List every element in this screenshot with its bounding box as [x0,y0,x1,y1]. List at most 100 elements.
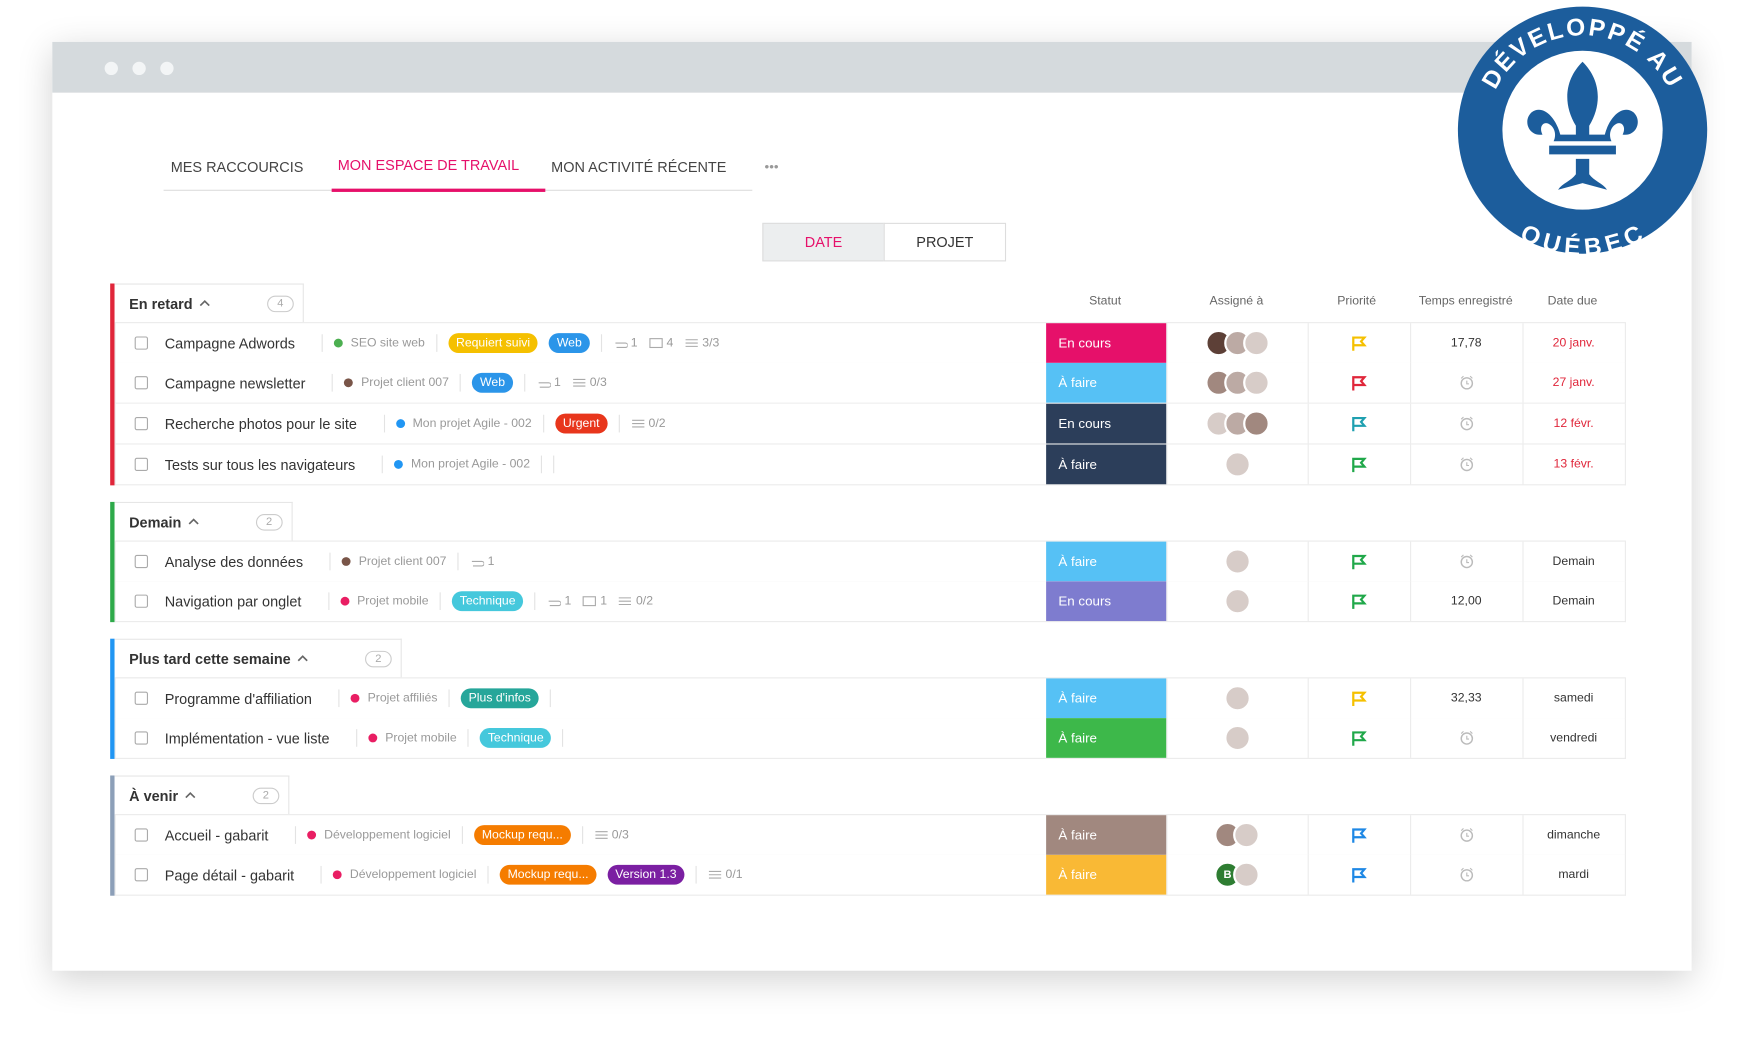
checkbox[interactable] [134,554,149,569]
status[interactable]: À faire [1046,444,1167,485]
project-name: Mon projet Agile - 002 [410,457,531,472]
group-header[interactable]: Plus tard cette semaine 2 [114,638,402,679]
task-info: Programme d'affiliation Projet affiliés Pl… [165,678,551,718]
cell-divider [1410,815,1412,855]
project: Développement logiciel [333,868,476,881]
task-row[interactable]: Implémentation - vue liste Projet mobile T… [114,718,1626,759]
group-header[interactable]: En retard 4 [114,283,304,324]
toggle-button[interactable]: PROJET [883,222,1007,262]
task-row[interactable]: Programme d'affiliation Projet affiliés Pl… [114,677,1626,720]
more-tabs[interactable]: ••• [764,158,779,175]
tag[interactable]: Plus d'infos [460,688,539,709]
task-row[interactable]: Campagne Adwords SEO site web Requiert sui… [114,322,1626,365]
status[interactable]: À faire [1046,854,1167,895]
column-header: Priorité [1337,294,1377,308]
project: Développement logiciel [307,828,451,842]
cell-divider [1410,581,1412,622]
status[interactable]: En cours [1046,403,1167,444]
checkbox[interactable] [134,336,149,350]
checkbox[interactable] [134,828,149,842]
task-row[interactable]: Campagne newsletter Projet client 007 Web 1… [114,362,1626,404]
project-name: Projet affiliés [367,691,438,705]
cell-divider [1166,581,1168,622]
task-row[interactable]: Tests sur tous les navigateurs Mon projet… [114,444,1626,486]
window-dot [132,61,146,76]
cell-divider [1166,854,1168,895]
status[interactable]: À faire [1046,815,1167,855]
checkbox[interactable] [134,731,149,745]
priority [1308,678,1410,718]
task-name: Programme d'affiliation [164,689,312,707]
task-info: Page détail - gabarit Développement logic… [165,855,743,895]
time [1410,445,1522,485]
checkbox[interactable] [134,457,149,472]
tab[interactable]: MES RACCOURCIS [170,158,304,176]
separator [553,455,555,474]
project: Projet client 007 [342,555,446,568]
avatar[interactable] [1223,451,1251,478]
meta-attachments: 1 [613,336,638,350]
tab[interactable]: MON ACTIVITÉ RÉCENTE [551,158,727,176]
tag[interactable]: Web [549,333,590,353]
cell-divider [1166,403,1168,444]
group-header[interactable]: À venir 2 [114,775,289,816]
separator [549,689,551,708]
avatar[interactable] [1223,685,1251,712]
status[interactable]: À faire [1046,678,1167,719]
checkbox[interactable] [134,691,149,705]
status[interactable]: En cours [1046,323,1167,363]
checkbox[interactable] [134,376,149,390]
assignees [1166,404,1307,444]
tag[interactable]: Web [472,372,513,393]
checkbox[interactable] [134,868,149,882]
project: Projet mobile [340,595,429,608]
avatar[interactable] [1242,329,1270,357]
alarm-icon [1459,828,1473,842]
avatar[interactable] [1233,861,1260,888]
meta-value: 1 [553,376,561,390]
group-header[interactable]: Demain 2 [114,501,293,542]
avatar[interactable] [1223,587,1251,615]
toggle-button[interactable]: DATE [762,222,885,262]
avatar[interactable] [1233,821,1260,849]
avatar[interactable] [1242,369,1270,397]
separator [461,826,463,844]
tag[interactable]: Requiert suivi [448,333,538,353]
status[interactable]: À faire [1046,541,1167,582]
priority [1308,718,1410,758]
group-title: À venir [129,787,179,804]
priority [1308,815,1410,855]
avatar[interactable] [1223,724,1251,752]
separator [321,334,323,352]
separator [439,592,441,611]
project-name: Mon projet Agile - 002 [412,416,532,431]
tag[interactable]: Mockup requ... [499,864,597,885]
status[interactable]: À faire [1046,718,1167,758]
tag[interactable]: Technique [480,728,552,748]
status[interactable]: En cours [1046,581,1167,622]
task-row[interactable]: Navigation par onglet Projet mobile Techni… [114,581,1626,623]
task-name: Accueil - gabarit [164,826,269,844]
priority-flag [1352,827,1367,843]
task-row[interactable]: Accueil - gabarit Développement logiciel M… [114,814,1626,857]
priority [1308,542,1410,582]
task-row[interactable]: Page détail - gabarit Développement logic… [114,854,1626,896]
tag[interactable]: Urgent [555,413,608,434]
cell-divider [1410,323,1412,363]
cell-divider [1166,678,1168,719]
task-row[interactable]: Analyse des données Projet client 007 1 À f… [114,540,1626,583]
avatar[interactable] [1242,410,1270,437]
checkbox[interactable] [134,416,149,431]
tab[interactable]: MON ESPACE DE TRAVAIL [337,156,520,174]
tag[interactable]: Mockup requ... [474,825,571,845]
group-bar [110,283,115,486]
task-row[interactable]: Recherche photos pour le site Mon projet … [114,403,1626,445]
cell-divider [1522,403,1524,444]
avatar[interactable] [1223,548,1251,575]
checkbox[interactable] [134,594,149,608]
cell-divider [1166,362,1168,403]
group-bar [110,775,115,896]
tag[interactable]: Technique [451,591,524,612]
tag[interactable]: Version 1.3 [607,864,685,885]
status[interactable]: À faire [1046,362,1167,403]
